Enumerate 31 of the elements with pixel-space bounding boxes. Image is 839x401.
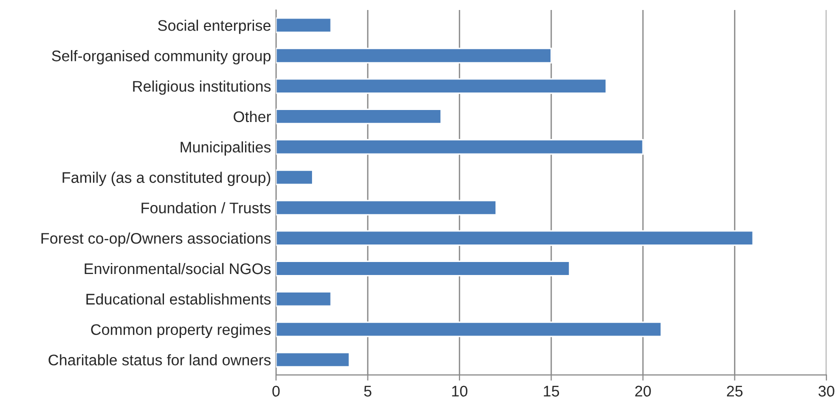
x-tick-label: 5 (364, 386, 372, 397)
x-tick-label: 15 (544, 386, 560, 397)
x-tick-label: 25 (726, 386, 743, 397)
y-tick-label: Educational establishments (86, 293, 271, 305)
y-tick-label: Religious institutions (133, 80, 271, 95)
bar (276, 78, 607, 94)
y-tick-label: Environmental/social NGOs (84, 262, 271, 274)
y-tick-label: Family (as a constituted group) (62, 172, 270, 186)
bar (276, 139, 644, 155)
bar (276, 169, 314, 186)
y-tick-label: Foundation / Trusts (142, 202, 271, 214)
bar (276, 17, 332, 34)
x-tick-label: 10 (452, 386, 468, 397)
bar (276, 321, 662, 338)
bar (276, 291, 332, 307)
bar (276, 48, 552, 64)
x-tick-label: 20 (635, 386, 651, 397)
y-tick-label: Municipalities (180, 141, 271, 156)
bar (276, 260, 570, 276)
y-tick-label: Self-organised community group (52, 50, 271, 64)
y-tick-label: Common property regimes (91, 324, 271, 338)
bar (276, 230, 754, 246)
x-tick-label: 30 (818, 386, 834, 397)
bar (276, 200, 497, 216)
y-tick-label: Forest co-op/Owners associations (41, 232, 271, 247)
y-tick-label: Charitable status for land owners (48, 354, 271, 366)
bar (276, 352, 350, 368)
y-tick-label: Other (234, 110, 271, 122)
x-tick-label: 0 (272, 386, 280, 397)
bar (276, 108, 442, 124)
y-tick-label: Social enterprise (158, 20, 270, 34)
